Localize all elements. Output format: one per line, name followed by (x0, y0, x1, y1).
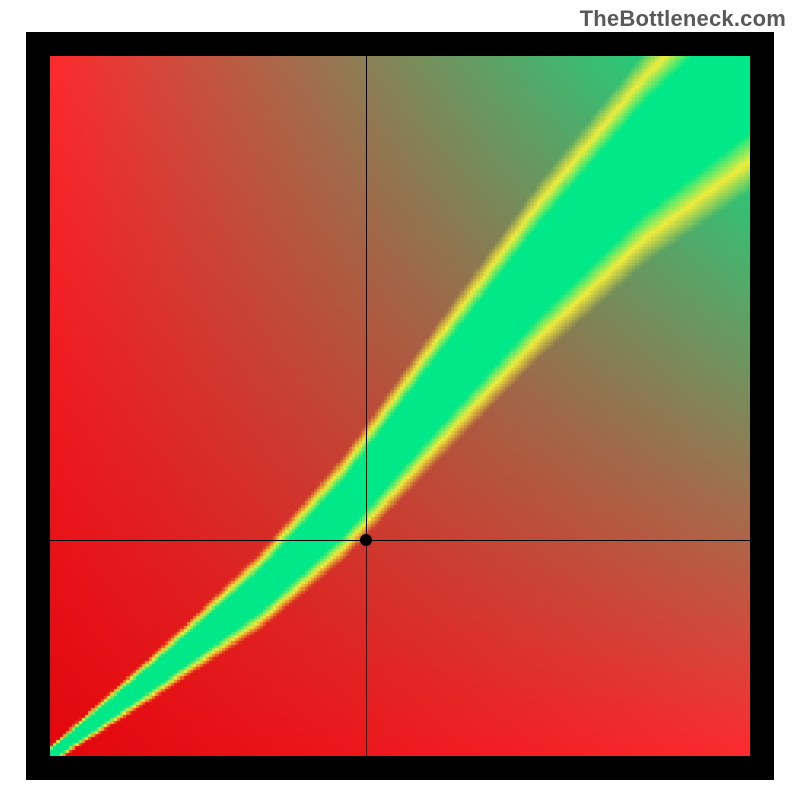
crosshair-vertical (366, 56, 367, 756)
bottleneck-heatmap-plot (26, 32, 774, 780)
heatmap-canvas (50, 56, 750, 756)
crosshair-horizontal (50, 540, 750, 541)
watermark-text: TheBottleneck.com (580, 6, 786, 32)
data-point-marker (360, 534, 372, 546)
